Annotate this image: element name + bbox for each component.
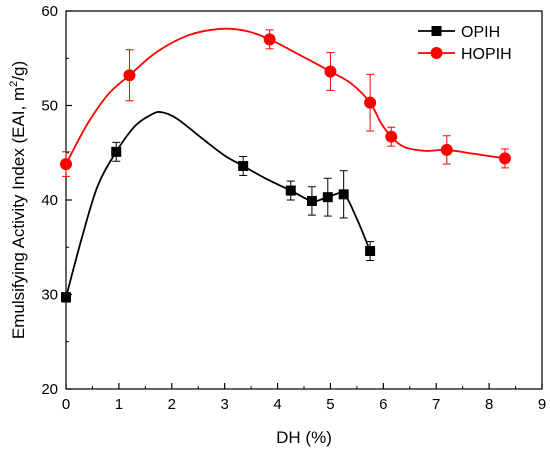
series-curves [65, 27, 506, 298]
marker [365, 246, 376, 257]
axes: 0 1 2 3 4 5 6 7 8 9 20 30 40 50 60 [41, 3, 546, 413]
marker [61, 292, 71, 303]
data-point-hopih [440, 135, 453, 165]
series-line-opih [65, 111, 371, 298]
marker [60, 158, 72, 171]
x-tick-label: 1 [115, 396, 123, 413]
data-point-hopih [324, 52, 337, 91]
data-point-opih [365, 241, 376, 261]
y-tick-label: 40 [41, 192, 58, 209]
y-axis-title: Emulsifying Activity Index (EAI, m2/g) [8, 61, 28, 339]
marker [385, 130, 398, 143]
marker [364, 96, 377, 109]
legend-label: HOPIH [461, 46, 512, 63]
legend-marker [430, 47, 443, 59]
data-point-hopih [263, 29, 276, 50]
marker [263, 33, 276, 46]
marker [322, 192, 333, 203]
data-point-hopih [385, 126, 398, 147]
marker [111, 146, 122, 157]
data-point-opih [285, 180, 296, 201]
marker [498, 152, 511, 165]
marker [338, 189, 349, 200]
x-tick-label: 7 [432, 396, 440, 413]
x-tick-label: 0 [62, 396, 70, 413]
data-point-hopih [60, 151, 72, 177]
marker [123, 69, 136, 82]
data-point-hopih [123, 49, 136, 102]
x-tick-label: 3 [220, 396, 228, 413]
data-point-opih [111, 141, 122, 162]
data-point-hopih [364, 73, 377, 132]
marker [440, 143, 453, 156]
data-point-opih [238, 156, 249, 176]
x-tick-label: 2 [168, 396, 176, 413]
marker [324, 65, 337, 78]
data-point-opih [306, 186, 317, 216]
x-tick-label: 6 [379, 396, 387, 413]
x-tick-label: 5 [326, 396, 334, 413]
y-tick-label: 50 [41, 98, 58, 115]
marker [238, 160, 249, 171]
y-tick-label: 20 [41, 381, 58, 398]
data-point-opih [61, 292, 71, 303]
series-marks [60, 29, 511, 303]
legend-label: OPIH [461, 24, 500, 41]
legend: OPIH HOPIH [418, 24, 512, 63]
legend-entry-opih: OPIH [418, 24, 500, 41]
x-tick-label: 9 [538, 396, 546, 413]
y-tick-label: 30 [41, 287, 58, 304]
x-tick-label: 8 [485, 396, 493, 413]
legend-marker [431, 26, 442, 36]
x-axis-title: DH (%) [276, 428, 332, 447]
data-point-opih [322, 177, 333, 217]
y-tick-label: 60 [41, 3, 58, 20]
x-tick-label: 4 [273, 396, 281, 413]
data-point-opih [338, 170, 349, 219]
marker [306, 195, 317, 206]
marker [285, 185, 296, 196]
legend-entry-hopih: HOPIH [418, 46, 512, 63]
data-point-hopih [498, 148, 511, 169]
